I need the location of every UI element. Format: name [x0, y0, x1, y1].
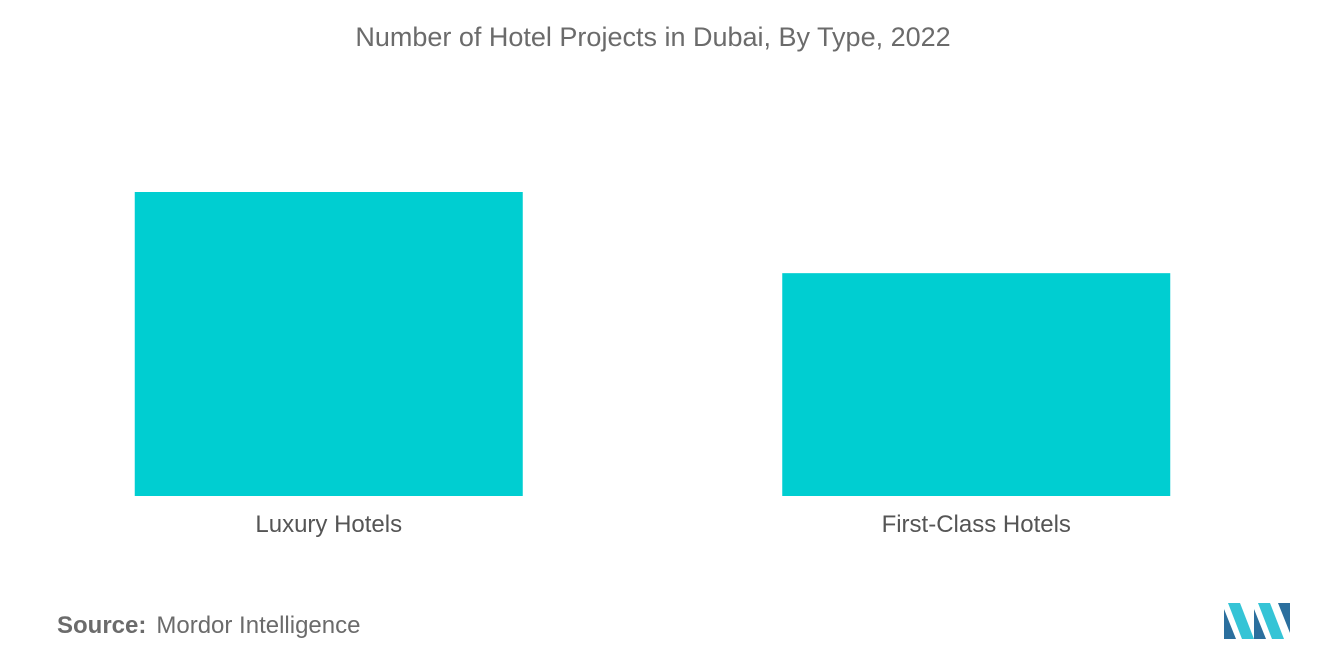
source-value: Mordor Intelligence	[156, 612, 361, 639]
category-label: Luxury Hotels	[255, 511, 402, 538]
source-note: Source: Mordor Intelligence	[57, 612, 360, 640]
bars-layer	[134, 192, 1171, 496]
bar-luxury-hotels	[134, 192, 523, 496]
source-label: Source:	[57, 612, 147, 639]
mordor-intelligence-logo-icon	[1224, 603, 1290, 639]
category-label: First-Class Hotels	[882, 511, 1071, 538]
chart-title: Number of Hotel Projects in Dubai, By Ty…	[355, 22, 951, 52]
bar-chart: Luxury Hotels First-Class Hotels	[134, 192, 1171, 538]
bar-first-class-hotels	[782, 273, 1171, 496]
category-labels: Luxury Hotels First-Class Hotels	[255, 511, 1071, 538]
